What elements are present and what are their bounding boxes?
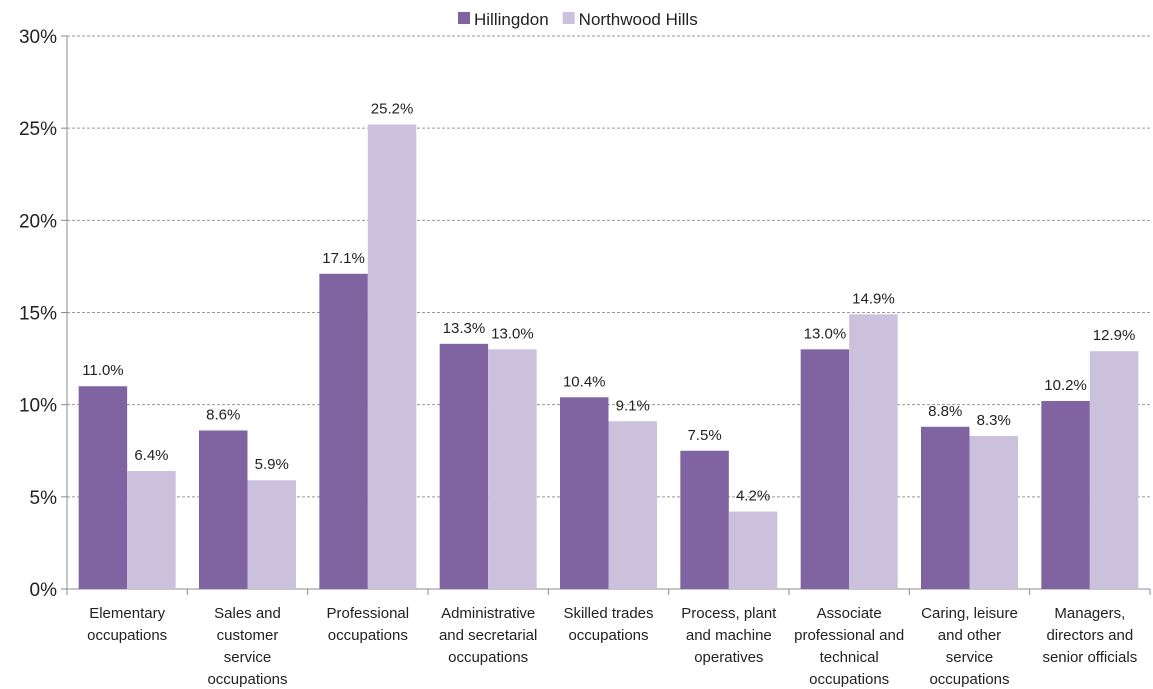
category-label: Caring, leisure and other service occupatio… — [921, 605, 1018, 688]
legend-swatch — [562, 12, 575, 24]
bar — [921, 426, 970, 589]
category-label-line: and secretarial — [439, 627, 537, 644]
category-label-line: Administrative — [441, 605, 535, 622]
category-label-line: and other — [938, 627, 1001, 644]
category-label-line: Sales and — [214, 605, 281, 622]
legend-label: Hillingdon — [474, 10, 549, 29]
category-label: Sales and customer service occupations — [207, 605, 287, 688]
data-label: 17.1% — [322, 250, 365, 267]
y-tick-label: 5% — [30, 488, 58, 509]
y-tick-label: 0% — [30, 580, 58, 601]
bar — [1041, 400, 1090, 589]
category-label-line: Managers, — [1054, 605, 1125, 622]
data-label: 8.8% — [928, 403, 962, 420]
category-label: Managers, directors and senior officials — [1042, 605, 1137, 666]
bars — [78, 124, 1139, 589]
data-label: 4.2% — [736, 488, 770, 505]
category-label-line: occupations — [929, 671, 1009, 688]
category-label-line: Professional — [327, 605, 410, 622]
category-label-line: professional and — [794, 627, 904, 644]
category-label-line: directors and — [1046, 627, 1133, 644]
bar — [1089, 351, 1139, 589]
data-label: 13.0% — [491, 325, 534, 342]
bar — [247, 480, 296, 589]
bar — [969, 436, 1018, 589]
category-label-line: Skilled trades — [563, 605, 653, 622]
bar — [127, 471, 176, 589]
category-label: Professional occupations — [327, 605, 410, 644]
bar — [800, 349, 850, 589]
category-label: Elementary occupations — [87, 605, 167, 644]
bar — [680, 450, 729, 589]
category-label: Administrative and secretarial occupations — [439, 605, 537, 666]
category-label-line: technical — [820, 649, 879, 666]
data-label: 14.9% — [852, 290, 895, 307]
data-label: 25.2% — [371, 100, 414, 117]
legend: Hillingdon Northwood Hills — [458, 10, 698, 29]
bar — [319, 273, 368, 589]
bar — [439, 343, 489, 589]
y-tick-label: 20% — [19, 211, 57, 232]
bar — [367, 124, 417, 589]
category-label: Associate professional and technical occupa… — [794, 605, 904, 688]
data-label: 10.2% — [1044, 377, 1087, 394]
y-tick-label: 25% — [19, 119, 57, 140]
legend-swatch — [458, 12, 470, 24]
category-label-line: occupations — [328, 627, 408, 644]
data-label: 11.0% — [82, 362, 123, 379]
category-label-line: senior officials — [1042, 649, 1137, 666]
category-label: Skilled trades occupations — [563, 605, 653, 644]
data-label: 6.4% — [134, 447, 168, 464]
data-label: 13.0% — [804, 325, 847, 342]
category-label-line: occupations — [809, 671, 889, 688]
category-label-line: Associate — [817, 605, 882, 622]
category-label-line: Elementary — [89, 605, 165, 622]
category-label-line: operatives — [694, 649, 763, 666]
category-label-line: service — [946, 649, 994, 666]
data-labels: 11.0% 6.4% 8.6% 5.9% 17.1% 25.2% 13.3% 13.0% 10.… — [82, 100, 1135, 504]
data-label: 7.5% — [687, 427, 721, 444]
data-label: 5.9% — [255, 456, 289, 473]
bar — [608, 421, 657, 589]
y-tick-label: 30% — [19, 27, 57, 48]
category-label-line: occupations — [207, 671, 287, 688]
category-label-line: and machine — [686, 627, 772, 644]
category-label-line: occupations — [87, 627, 167, 644]
category-label-line: occupations — [568, 627, 648, 644]
bar — [488, 349, 537, 589]
category-labels: Elementary occupations Sales and customer se… — [87, 605, 1137, 688]
category-label: Process, plant and machine operatives — [681, 605, 777, 666]
legend-label: Northwood Hills — [579, 10, 698, 29]
y-tick-label: 10% — [19, 396, 57, 417]
data-label: 10.4% — [563, 373, 606, 390]
bar — [78, 386, 128, 589]
category-label-line: Process, plant — [681, 605, 777, 622]
bar — [849, 314, 898, 589]
data-label: 13.3% — [443, 320, 486, 337]
bar — [560, 397, 609, 589]
category-label-line: Caring, leisure — [921, 605, 1018, 622]
bar — [728, 511, 778, 589]
data-label: 9.1% — [616, 397, 650, 414]
data-label: 8.6% — [206, 406, 240, 423]
y-tick-label: 15% — [19, 304, 57, 325]
category-label-line: service — [224, 649, 272, 666]
data-label: 12.9% — [1093, 327, 1136, 344]
bar — [199, 430, 248, 589]
data-label: 8.3% — [977, 412, 1011, 429]
category-label-line: occupations — [448, 649, 528, 666]
category-label-line: customer — [217, 627, 279, 644]
